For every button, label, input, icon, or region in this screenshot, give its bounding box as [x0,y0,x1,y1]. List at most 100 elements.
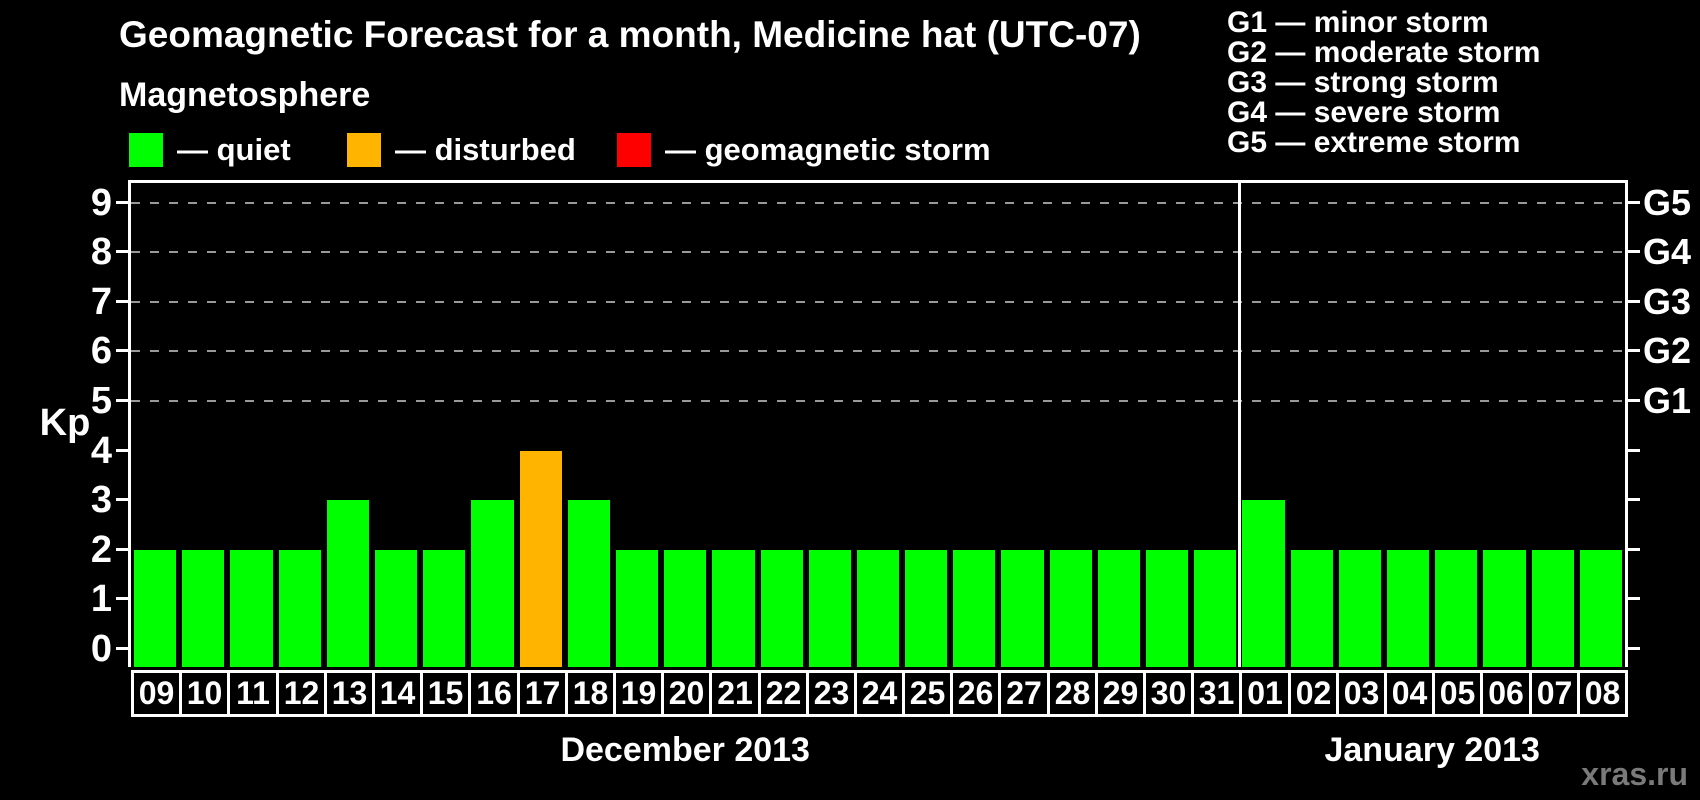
y-axis-tick-left-5 [116,399,128,402]
y-axis-tick-left-1 [116,597,128,601]
y-axis-tick-left-3 [116,498,128,502]
y-tick-label-6: 6 [90,330,112,373]
g-level-label-g4: G4 [1643,231,1692,273]
legend-swatch-storm [617,133,651,167]
gridline-kp9 [131,201,1625,204]
day-label-cell: 28 [1047,670,1098,717]
legend-swatch-disturbed [347,133,381,167]
day-label-cell: 15 [420,670,471,717]
kp-bar [856,549,900,667]
day-label-cell: 11 [227,670,279,717]
day-label-cell: 05 [1432,670,1483,717]
y-axis-tick-right-6 [1628,349,1640,353]
y-tick-label-1: 1 [90,578,112,621]
kp-bar [1097,549,1141,667]
g-scale-legend: G1 — minor storm G2 — moderate storm G3 — … [1227,8,1540,158]
y-axis-tick-left-7 [116,299,128,303]
y-tick-label-7: 7 [90,280,112,323]
day-label-cell: 04 [1384,670,1435,717]
kp-bar [182,549,225,667]
g-scale-legend-line: G4 — severe storm [1227,96,1501,129]
y-axis-tick-right-0 [1628,647,1640,650]
day-label-cell: 25 [902,670,953,717]
kp-bar [1483,549,1526,667]
kp-bar [1001,549,1044,667]
kp-bar [808,549,851,667]
kp-bar [519,450,562,667]
day-label-cell: 19 [613,670,664,717]
y-axis-tick-right-3 [1628,498,1640,502]
month-divider-line [1237,183,1241,667]
day-label-cell: 14 [372,670,423,717]
legend-item-quiet: — quiet [129,132,291,168]
magnetosphere-heading: Magnetosphere [119,76,371,114]
kp-bar [1387,549,1430,667]
g-scale-legend-line: G5 — extreme storm [1227,126,1521,159]
day-label-cell: 12 [276,670,327,717]
y-tick-label-5: 5 [90,380,112,422]
day-label-cell: 06 [1480,670,1532,717]
kp-bar [615,549,659,667]
kp-bar [1146,549,1189,667]
kp-bar [230,549,273,667]
g-level-label-g5: G5 [1643,181,1692,223]
kp-bar [1435,549,1478,667]
day-label-cell: 02 [1288,670,1339,717]
kp-bar [1242,500,1285,667]
day-label-cell: 09 [131,670,182,717]
y-axis-tick-left-0 [116,647,128,650]
magnetosphere-legend: — quiet — disturbed — geomagnetic storm [0,132,1100,168]
day-label-cell: 18 [565,670,616,717]
y-tick-label-3: 3 [90,479,112,522]
day-label-cell: 26 [950,670,1001,717]
y-axis-tick-left-9 [116,200,128,204]
legend-item-disturbed: — disturbed [347,132,576,168]
y-tick-label-0: 0 [90,628,112,670]
kp-bar [905,549,948,667]
y-tick-label-2: 2 [90,528,112,571]
y-axis-tick-right-1 [1628,597,1640,601]
kp-bar [1194,549,1237,667]
kp-bar [1531,549,1574,667]
gridline-kp8 [131,251,1625,254]
g-level-label-g2: G2 [1643,330,1692,372]
day-label-cell: 13 [324,670,375,717]
kp-bar [1290,549,1333,667]
day-label-cell: 20 [661,670,712,717]
kp-bar [664,549,707,667]
day-label-cell: 21 [709,670,761,717]
g-scale-legend-line: G2 — moderate storm [1227,36,1541,69]
y-axis-tick-left-2 [116,547,128,551]
day-label-cell: 24 [854,670,905,717]
day-label-cell: 22 [758,670,809,717]
y-tick-label-4: 4 [90,429,112,472]
gridline-kp7 [131,300,1625,303]
day-label-cell: 30 [1143,670,1194,717]
day-label-cell: 03 [1336,670,1387,717]
g-scale-legend-line: G1 — minor storm [1227,6,1489,39]
day-label-cell: 29 [1095,670,1146,717]
day-label-cell: 16 [468,670,520,717]
y-tick-label-9: 9 [90,181,112,224]
kp-bar [1049,549,1092,667]
y-axis-tick-right-7 [1628,299,1640,303]
legend-label-disturbed: — disturbed [395,132,576,167]
kp-bar [1579,549,1622,667]
watermark: xras.ru [1581,756,1688,792]
y-tick-label-8: 8 [90,231,112,274]
legend-swatch-quiet [129,133,163,167]
day-label-cell: 10 [179,670,230,717]
day-label-cell: 07 [1529,670,1580,717]
y-axis-tick-right-2 [1628,547,1640,551]
kp-bar [134,549,177,667]
y-axis-tick-right-4 [1628,448,1640,452]
y-axis-tick-right-9 [1628,200,1640,204]
g-level-label-g1: G1 [1643,380,1692,421]
g-level-label-g3: G3 [1643,280,1692,322]
plot-area [116,180,1640,667]
month-label-0: December 2013 [560,731,810,769]
day-label-cell: 23 [806,670,857,717]
y-axis-title: Kp [39,402,91,444]
gridline-kp6 [131,350,1625,353]
day-label-cell: 31 [1191,670,1242,717]
